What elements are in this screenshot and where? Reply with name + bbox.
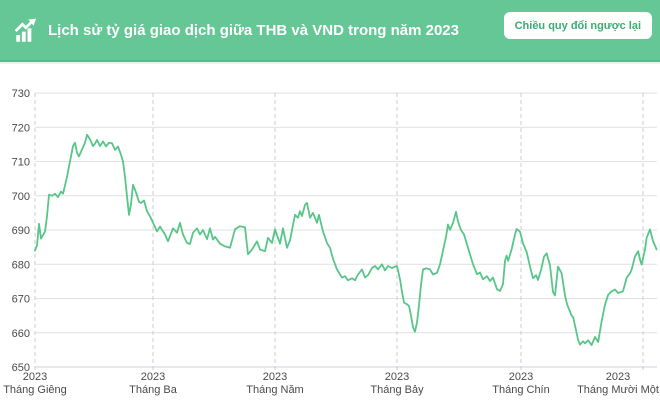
trending-up-chart-icon [14, 17, 41, 44]
x-axis-label: 2023 [23, 371, 47, 383]
x-axis-label: 2023 [263, 371, 287, 383]
x-axis-label: 2023 [509, 371, 533, 383]
x-axis-label: Tháng Giêng [3, 384, 67, 396]
x-axis-label: Tháng Bảy [370, 384, 424, 396]
x-axis-label: 2023 [385, 371, 409, 383]
reverse-conversion-button[interactable]: Chiều quy đổi ngược lại [503, 12, 652, 39]
chart-area: 650 660 670 680 690 700 710 720 730 2023 Tháng Giê… [0, 64, 660, 404]
y-axis-label: 650 [12, 362, 30, 374]
y-axis-label: 710 [12, 157, 30, 169]
y-axis-label: 660 [12, 328, 30, 340]
x-axis-label: 2023 [606, 371, 630, 383]
y-axis-label: 670 [12, 294, 30, 306]
x-axis-label: Tháng Ba [129, 384, 178, 396]
x-axis-label: Tháng Năm [246, 384, 303, 396]
y-axis-label: 680 [12, 259, 30, 271]
x-axis-label: 2023 [141, 371, 165, 383]
y-axis-label: 720 [12, 122, 30, 134]
header: Lịch sử tỷ giá giao dịch giữa THB và VND… [0, 0, 660, 62]
y-axis-label: 730 [12, 88, 30, 100]
y-axis-label: 690 [12, 225, 30, 237]
exchange-rate-series-line [34, 133, 658, 347]
x-axis-label: Tháng Chín [492, 384, 549, 396]
x-axis-label: Tháng Mười Một [577, 384, 659, 396]
page-title: Lịch sử tỷ giá giao dịch giữa THB và VND… [48, 21, 459, 39]
y-axis-label: 700 [12, 191, 30, 203]
